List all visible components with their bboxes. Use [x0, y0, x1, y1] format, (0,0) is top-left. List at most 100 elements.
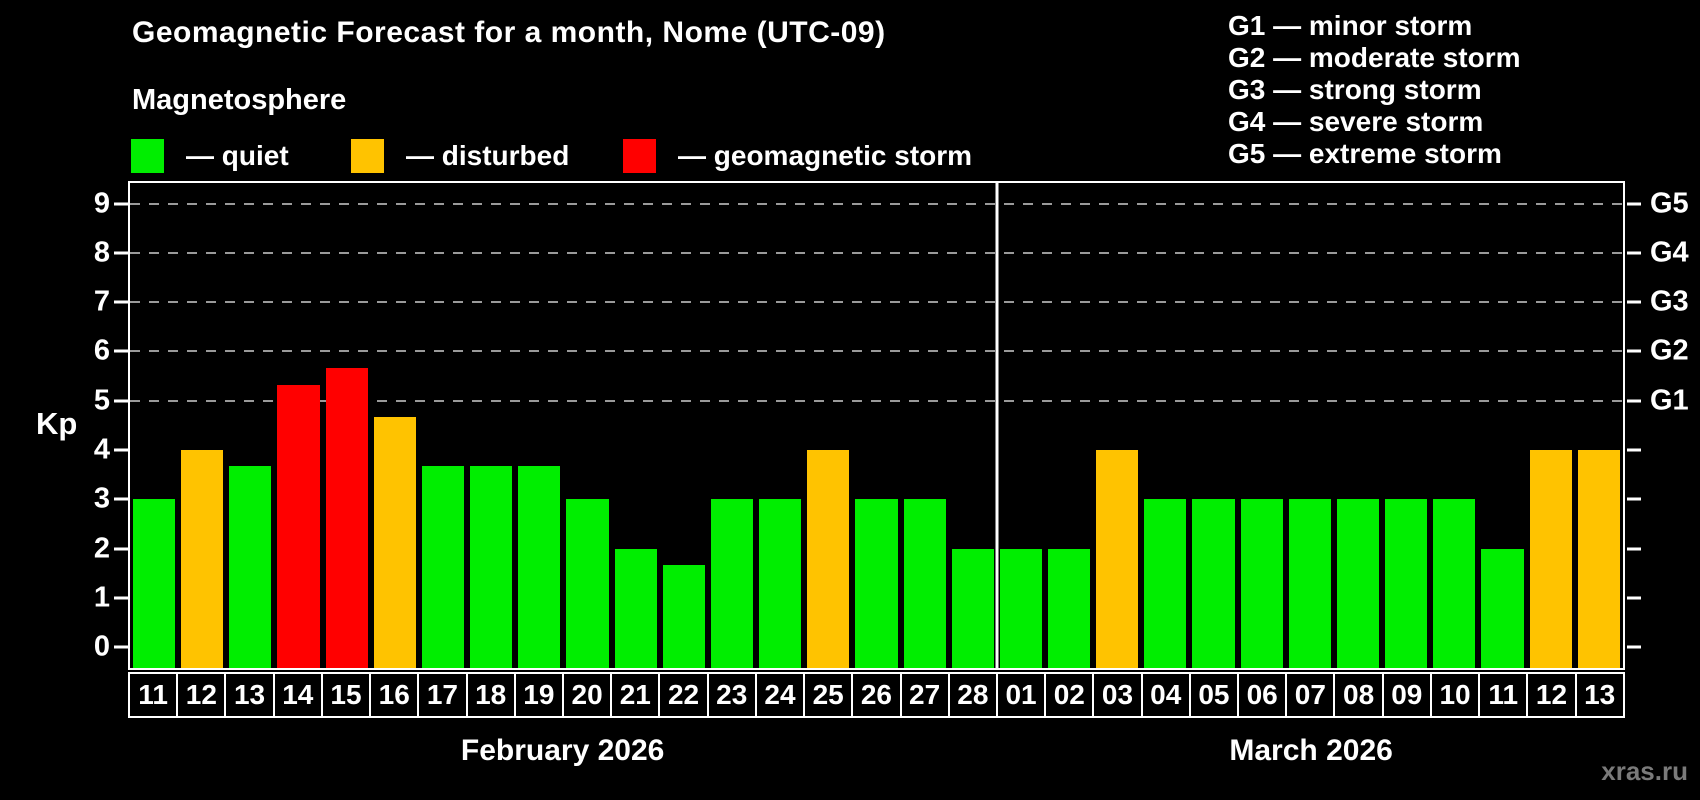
axis-tick	[114, 251, 128, 255]
day-label-cell: 13	[224, 672, 275, 718]
axis-tick	[114, 645, 128, 649]
kp-bar	[1096, 450, 1139, 668]
axis-tick	[1627, 497, 1641, 501]
day-label-cell: 16	[369, 672, 420, 718]
legend-color-swatch	[131, 139, 164, 173]
g-scale-tick-label: G4	[1650, 236, 1689, 269]
y-axis-title: Kp	[36, 406, 78, 441]
g-scale-tick-label: G2	[1650, 334, 1689, 367]
g-scale-legend-line: G5 — extreme storm	[1228, 138, 1502, 169]
axis-tick	[114, 448, 128, 452]
axis-tick	[114, 399, 128, 403]
axis-tick	[1627, 645, 1641, 649]
legend-item: — geomagnetic storm	[623, 138, 972, 174]
day-label-cell: 06	[1237, 672, 1288, 718]
axis-tick	[1627, 448, 1641, 452]
axis-tick	[1627, 547, 1641, 551]
bar-slot	[467, 183, 515, 668]
day-label-cell: 03	[1092, 672, 1143, 718]
kp-bar	[1047, 548, 1091, 668]
kp-bar	[470, 466, 513, 668]
day-label-cell: 04	[1140, 672, 1191, 718]
g-scale-legend-line: G4 — severe storm	[1228, 106, 1484, 137]
bar-slot	[1286, 183, 1334, 668]
kp-bar	[999, 548, 1042, 668]
day-label-cell: 14	[272, 672, 323, 718]
g-scale-tick-label: G5	[1650, 187, 1689, 220]
kp-bar	[1433, 499, 1476, 668]
day-label-cell: 02	[1044, 672, 1095, 718]
gridline	[130, 202, 1623, 205]
bar-slot	[515, 183, 563, 668]
bar-slot	[274, 183, 322, 668]
axis-tick	[114, 349, 128, 353]
legend-item-label: — disturbed	[406, 140, 570, 171]
g-scale-legend-line: G1 — minor storm	[1228, 10, 1473, 41]
bar-slot	[612, 183, 660, 668]
axis-tick	[1627, 300, 1641, 304]
y-tick-label: 1	[93, 581, 110, 614]
bar-slot	[901, 183, 949, 668]
bar-slot	[660, 183, 708, 668]
kp-bar	[133, 499, 176, 668]
kp-bar	[614, 548, 657, 668]
axis-tick	[1627, 251, 1641, 255]
kp-bar	[373, 417, 416, 668]
day-label-cell: 25	[803, 672, 854, 718]
y-axis-tick-labels: 0 1 2 3 4 5 6 7 8 9	[0, 183, 110, 668]
month-separator-line	[995, 183, 999, 668]
bar-slot	[804, 183, 852, 668]
g-scale-legend-line: G2 — moderate storm	[1228, 42, 1521, 73]
kp-bar	[421, 466, 465, 668]
bar-series	[130, 183, 1623, 668]
bar-slot	[1045, 183, 1093, 668]
g-scale-legend: G1 — minor storm G2 — moderate storm G3 — …	[1228, 10, 1521, 170]
kp-bar	[855, 499, 898, 668]
day-label-cell: 20	[561, 672, 613, 718]
kp-bar	[325, 367, 368, 668]
kp-bar	[229, 466, 272, 668]
kp-bar	[1192, 499, 1235, 668]
bar-slot	[1141, 183, 1189, 668]
legend-item: — quiet	[131, 138, 289, 174]
y-tick-label: 0	[93, 630, 110, 663]
bar-slot	[1527, 183, 1575, 668]
bar-slot	[949, 183, 997, 668]
kp-bar	[662, 564, 705, 668]
day-label-cell: 12	[176, 672, 227, 718]
plot-area	[128, 181, 1625, 670]
kp-bar	[1240, 499, 1283, 668]
day-label-cell: 01	[995, 672, 1047, 718]
bar-slot	[371, 183, 419, 668]
bar-slot	[1189, 183, 1237, 668]
day-label-cell: 28	[947, 672, 998, 718]
gridline	[130, 301, 1623, 304]
gridline	[130, 251, 1623, 254]
y-tick-label: 3	[93, 482, 110, 515]
axis-tick	[1627, 202, 1641, 206]
g-scale-legend-line: G3 — strong storm	[1228, 74, 1482, 105]
bar-slot	[1575, 183, 1623, 668]
bar-slot	[1093, 183, 1141, 668]
watermark: xras.ru	[1601, 756, 1688, 786]
bar-slot	[708, 183, 756, 668]
g-scale-tick-label: G1	[1650, 384, 1689, 417]
axis-tick	[114, 202, 128, 206]
bar-slot	[563, 183, 611, 668]
month-labels: February 2026 March 2026	[128, 734, 1625, 772]
day-label-cell: 21	[610, 672, 661, 718]
day-label-cell: 10	[1429, 672, 1481, 718]
month-label: February 2026	[460, 734, 665, 767]
day-label-cell: 17	[417, 672, 468, 718]
gridline	[130, 399, 1623, 402]
y-tick-label: 2	[93, 532, 110, 565]
day-label-cell: 15	[320, 672, 372, 718]
axis-tick	[1627, 349, 1641, 353]
kp-bar	[1144, 499, 1187, 668]
kp-bar	[807, 450, 850, 668]
axis-tick	[114, 497, 128, 501]
y-tick-label: 7	[93, 285, 110, 318]
kp-bar	[1288, 499, 1331, 668]
kp-bar	[951, 548, 994, 668]
day-label-cell: 11	[128, 672, 179, 718]
